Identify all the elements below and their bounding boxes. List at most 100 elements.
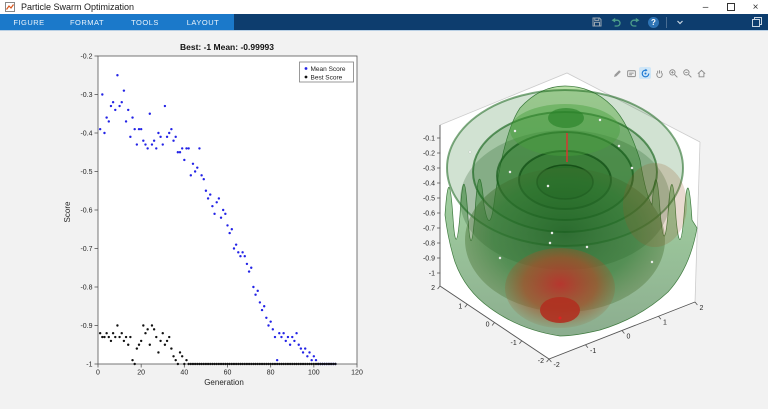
mean-score-point [120,101,123,104]
tick-label: -1 [511,340,517,347]
mean-score-point [200,174,203,177]
tick-mark [585,344,589,348]
copy-icon[interactable] [751,16,763,28]
mean-score-point [284,339,287,343]
mean-score-point [301,351,305,354]
mean-score-point [304,347,307,350]
mean-score-point [215,201,218,204]
best-score-point [314,362,318,366]
legend-label-best: Best Score [311,75,343,82]
mean-score-point [170,127,173,131]
best-score-point [196,362,199,366]
mean-score-point [241,251,244,254]
tick-label: -0.8 [80,284,92,291]
best-score-point [142,324,145,327]
best-score-point [323,362,326,366]
mean-score-point [280,335,283,339]
tick-label: 2 [431,285,435,292]
mean-score-point [265,316,268,319]
mean-score-point [254,293,257,296]
best-score-point [269,362,272,366]
mean-score-point [150,143,154,146]
mean-score-point [105,116,108,119]
mean-score-point [271,328,275,331]
scatter-ylabel: Score [63,201,72,222]
save-icon[interactable] [591,16,603,28]
best-score-point [157,351,160,354]
tab-figure[interactable]: FIGURE [13,17,45,27]
best-score-point [146,328,149,331]
tick-label: 1 [663,319,667,326]
best-score-point [198,362,201,366]
tick-label: -1 [429,270,435,277]
best-score-point [202,362,205,366]
mean-score-point [258,301,262,304]
tick-mark [694,301,698,306]
best-score-point [193,362,197,366]
tick-label: 20 [137,370,145,377]
mean-score-point [127,108,130,112]
best-score-point [116,324,119,327]
rotate3d-icon[interactable] [639,67,651,79]
best-score-point [299,362,303,366]
datatips-icon[interactable] [625,67,637,79]
mean-score-point [202,178,205,181]
best-score-point [243,362,246,366]
best-score-point [122,339,126,343]
surface-plot[interactable]: -0.1 -0.2 -0.3 -0.4 -0.5 -0.6 -0.7 -0.8 -0.9 -1 2… [423,72,704,369]
best-score-point [183,362,186,366]
zoom-out-icon[interactable] [681,67,693,79]
tab-layout[interactable]: LAYOUT [186,17,220,27]
mean-score-point [306,355,309,358]
tick-mark [437,285,441,290]
mean-score-point [247,270,251,273]
best-score-point [224,362,227,366]
tick-mark [548,358,552,363]
mean-score-point [146,147,149,150]
tab-tools[interactable]: TOOLS [131,17,159,27]
mean-score-point [239,255,242,258]
tick-label: -0.1 [423,135,435,142]
mean-score-point [262,305,266,308]
scatter-series [98,74,337,366]
minimize-button[interactable]: – [702,1,709,13]
restore-button[interactable] [718,0,743,14]
mean-score-point [133,127,136,131]
mean-score-point [180,147,184,150]
tab-format[interactable]: FORMAT [69,17,105,27]
best-score-point [260,362,264,366]
mean-score-point [129,135,132,139]
legend: Mean Score Best Score [299,61,354,83]
mean-score-point [308,351,311,354]
zoom-in-icon[interactable] [667,67,679,79]
best-score-point [127,343,130,346]
dropdown-icon[interactable] [674,16,686,28]
mean-score-point [107,120,110,123]
redo-icon[interactable] [629,16,641,28]
help-icon[interactable]: ? [648,16,659,28]
tick-label: -1 [590,348,596,355]
best-score-point [254,362,257,366]
best-score-point [295,362,298,366]
mean-score-point [293,339,296,343]
pan-icon[interactable] [653,67,665,79]
undo-icon[interactable] [610,16,622,28]
tick-label: -0.6 [80,207,92,214]
close-button[interactable]: × [752,1,759,13]
mean-score-point [209,193,212,196]
best-score-point [105,332,108,335]
best-score-point [265,362,268,366]
mean-score-point [226,224,229,227]
tick-label: 80 [267,370,275,377]
brush-icon[interactable] [611,67,623,79]
best-score-point [191,362,195,366]
best-score-point [286,362,290,366]
mean-score-point [206,197,210,200]
best-score-point [312,362,316,366]
mean-score-point [312,355,316,358]
tick-label: -0.5 [423,195,435,202]
restore-view-icon[interactable] [695,67,707,79]
surface-y-axis: -2 -1 0 1 2 [548,301,704,369]
best-score-point [170,347,173,350]
best-score-point [297,362,300,366]
